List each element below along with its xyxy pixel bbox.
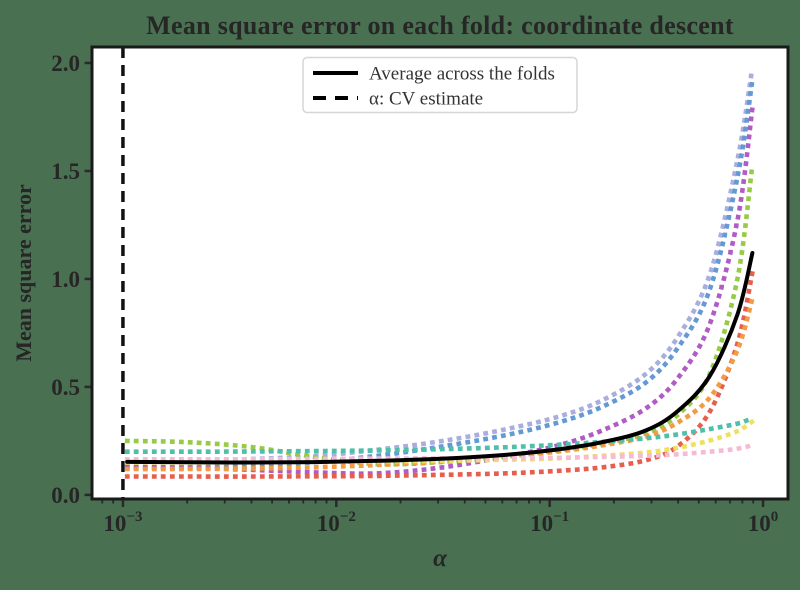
legend-entry-cv-estimate: α: CV estimate bbox=[369, 89, 483, 110]
fold-curve-fold-4 bbox=[124, 161, 755, 467]
y-tick-label: 2.0 bbox=[51, 51, 80, 76]
y-tick-label: 0.0 bbox=[51, 483, 80, 508]
legend: Average across the folds α: CV estimate bbox=[302, 56, 578, 114]
legend-entry-average: Average across the folds bbox=[369, 64, 555, 85]
fold-curve-fold-6 bbox=[124, 295, 756, 472]
y-tick-label: 1.5 bbox=[51, 159, 80, 184]
curves-layer bbox=[121, 48, 756, 498]
fold-curve-fold-5 bbox=[124, 269, 756, 479]
x-tick-label: 10−3 bbox=[103, 509, 142, 536]
x-tick-label: 10−1 bbox=[530, 509, 569, 536]
y-axis-label: Mean square error bbox=[11, 184, 36, 362]
x-tick-label: 10−2 bbox=[317, 509, 356, 536]
fold-curve-fold-7 bbox=[124, 415, 756, 455]
x-axis-ticks: 10−3 10−2 10−1 100 bbox=[101, 499, 779, 536]
legend-box bbox=[302, 56, 578, 114]
fold-curve-fold-9 bbox=[124, 442, 756, 462]
x-tick-label: 100 bbox=[748, 509, 779, 536]
chart-title: Mean square error on each fold: coordina… bbox=[146, 11, 734, 40]
y-axis-ticks: 0.0 0.5 1.0 1.5 2.0 bbox=[51, 51, 92, 508]
x-axis-label: α bbox=[433, 545, 448, 572]
average-curve bbox=[125, 251, 755, 465]
y-tick-label: 1.0 bbox=[51, 267, 80, 292]
y-tick-label: 0.5 bbox=[51, 375, 80, 400]
axes-border bbox=[90, 45, 790, 501]
fold-curve-fold-2 bbox=[124, 77, 756, 471]
